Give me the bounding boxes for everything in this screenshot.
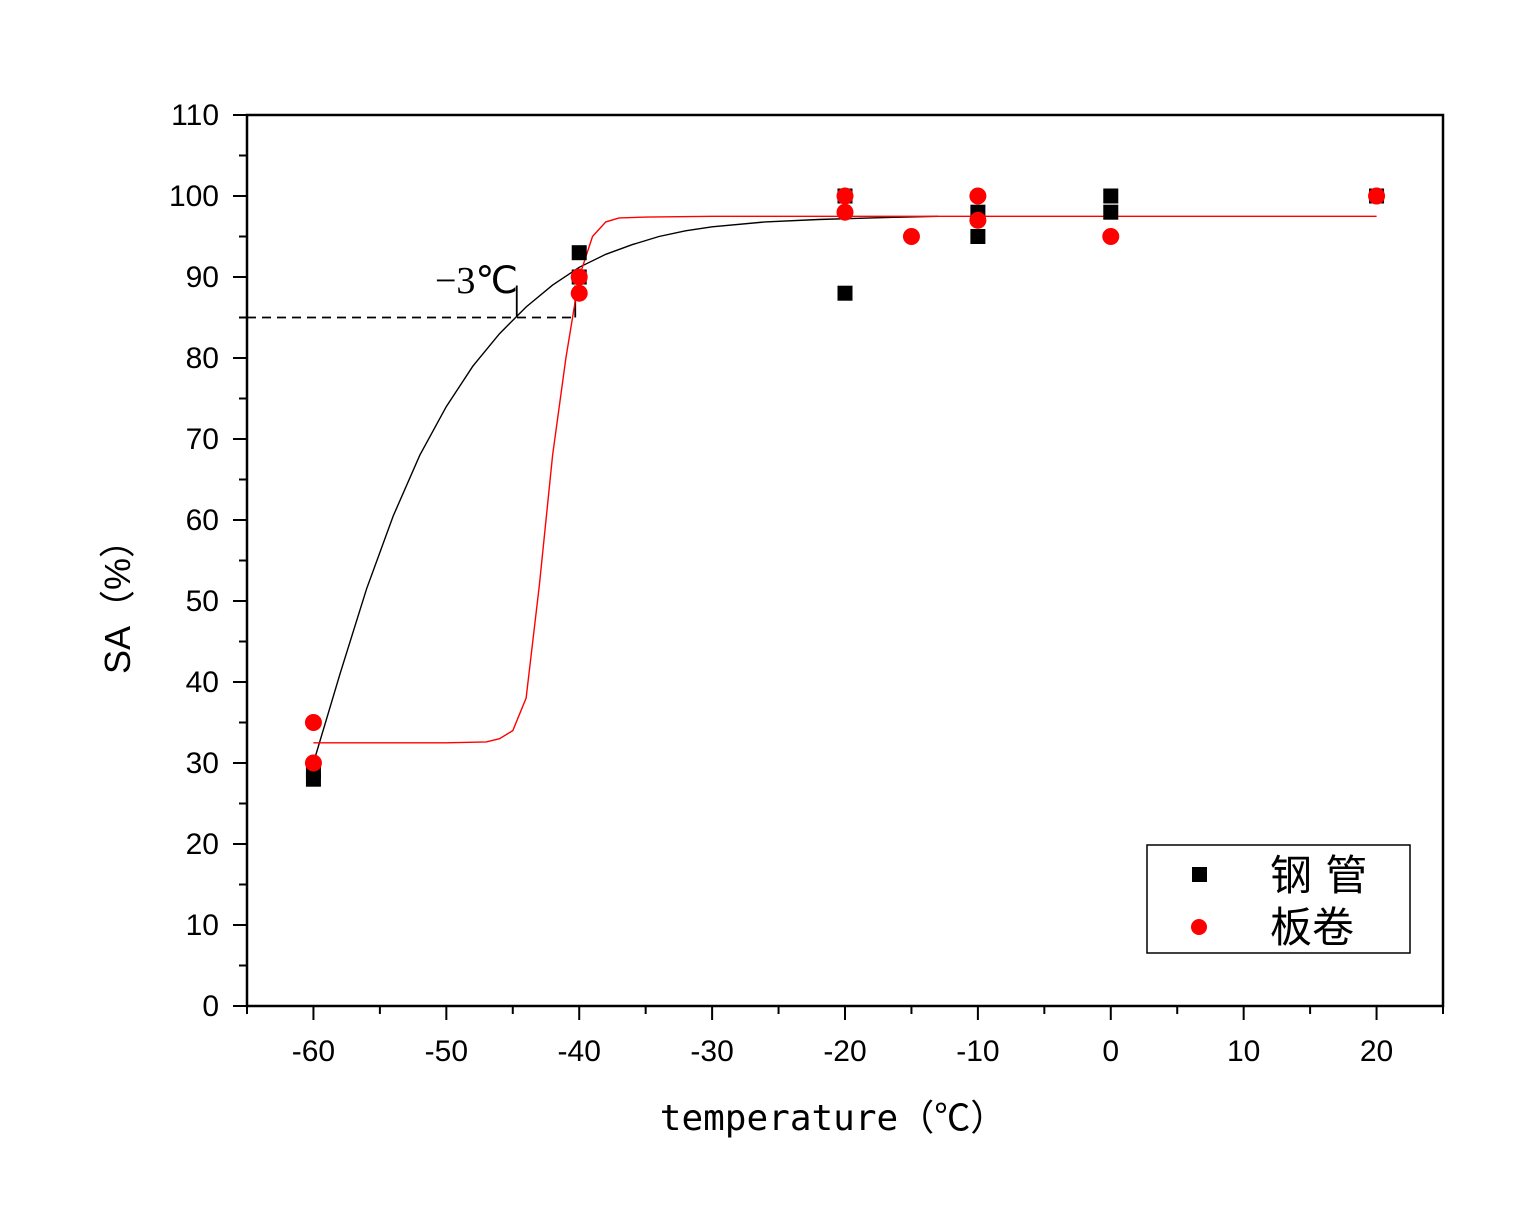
- y-tick-label: 40: [186, 666, 219, 699]
- legend: 钢 管 板卷: [1146, 844, 1411, 954]
- x-tick-label: -20: [823, 1035, 866, 1068]
- fit-curve-series-0: [312, 215, 939, 764]
- legend-marker-coil: [1191, 919, 1207, 935]
- data-point-coil: [969, 187, 987, 205]
- data-point-steel-pipe: [1103, 204, 1119, 220]
- x-tick-label: -10: [956, 1035, 999, 1068]
- legend-box: [1146, 844, 1411, 954]
- legend-label-steel-pipe: 钢 管: [1270, 851, 1367, 900]
- data-points: [304, 187, 1386, 787]
- data-point-coil: [1368, 187, 1386, 205]
- y-tick-label: 0: [202, 990, 219, 1023]
- data-point-coil: [570, 268, 588, 286]
- data-point-steel-pipe: [970, 229, 986, 244]
- y-tick-label: 90: [186, 261, 219, 294]
- legend-marker-steel-pipe: [1192, 867, 1207, 882]
- y-tick-label: 70: [186, 423, 219, 456]
- x-tick-label: -40: [558, 1035, 601, 1068]
- y-tick-label: 110: [171, 99, 219, 132]
- x-axis-title: temperature（℃）: [660, 1098, 1006, 1139]
- data-point-coil: [836, 187, 854, 205]
- y-tick-label: 50: [186, 585, 219, 618]
- x-tick-label: 0: [1102, 1035, 1119, 1068]
- x-tick-label: 20: [1360, 1035, 1393, 1068]
- data-point-coil: [969, 211, 987, 229]
- x-tick-label: -60: [292, 1035, 335, 1068]
- data-point-coil: [1102, 228, 1120, 245]
- data-point-coil: [304, 754, 322, 772]
- data-point-steel-pipe: [837, 285, 853, 301]
- x-tick-label: -50: [425, 1035, 468, 1068]
- annotation-label: −3℃: [435, 260, 518, 302]
- data-point-steel-pipe: [1103, 188, 1119, 204]
- y-axis-title: SA（%）: [97, 522, 138, 674]
- data-point-steel-pipe: [571, 245, 587, 261]
- data-point-coil: [902, 228, 920, 245]
- x-tick-label: -30: [690, 1035, 733, 1068]
- y-tick-label: 80: [186, 342, 219, 375]
- y-tick-label: 30: [186, 747, 219, 780]
- y-tick-label: 20: [186, 828, 219, 861]
- axis-ticks: [233, 114, 1444, 1020]
- y-tick-label: 10: [186, 909, 219, 942]
- reference-lines: [247, 285, 577, 319]
- data-point-coil: [304, 714, 322, 731]
- data-point-coil: [836, 203, 854, 221]
- y-tick-label: 60: [186, 504, 219, 537]
- y-tick-label: 100: [169, 180, 219, 213]
- data-point-coil: [570, 284, 588, 302]
- x-tick-label: 10: [1227, 1035, 1260, 1068]
- legend-label-coil: 板卷: [1270, 903, 1354, 952]
